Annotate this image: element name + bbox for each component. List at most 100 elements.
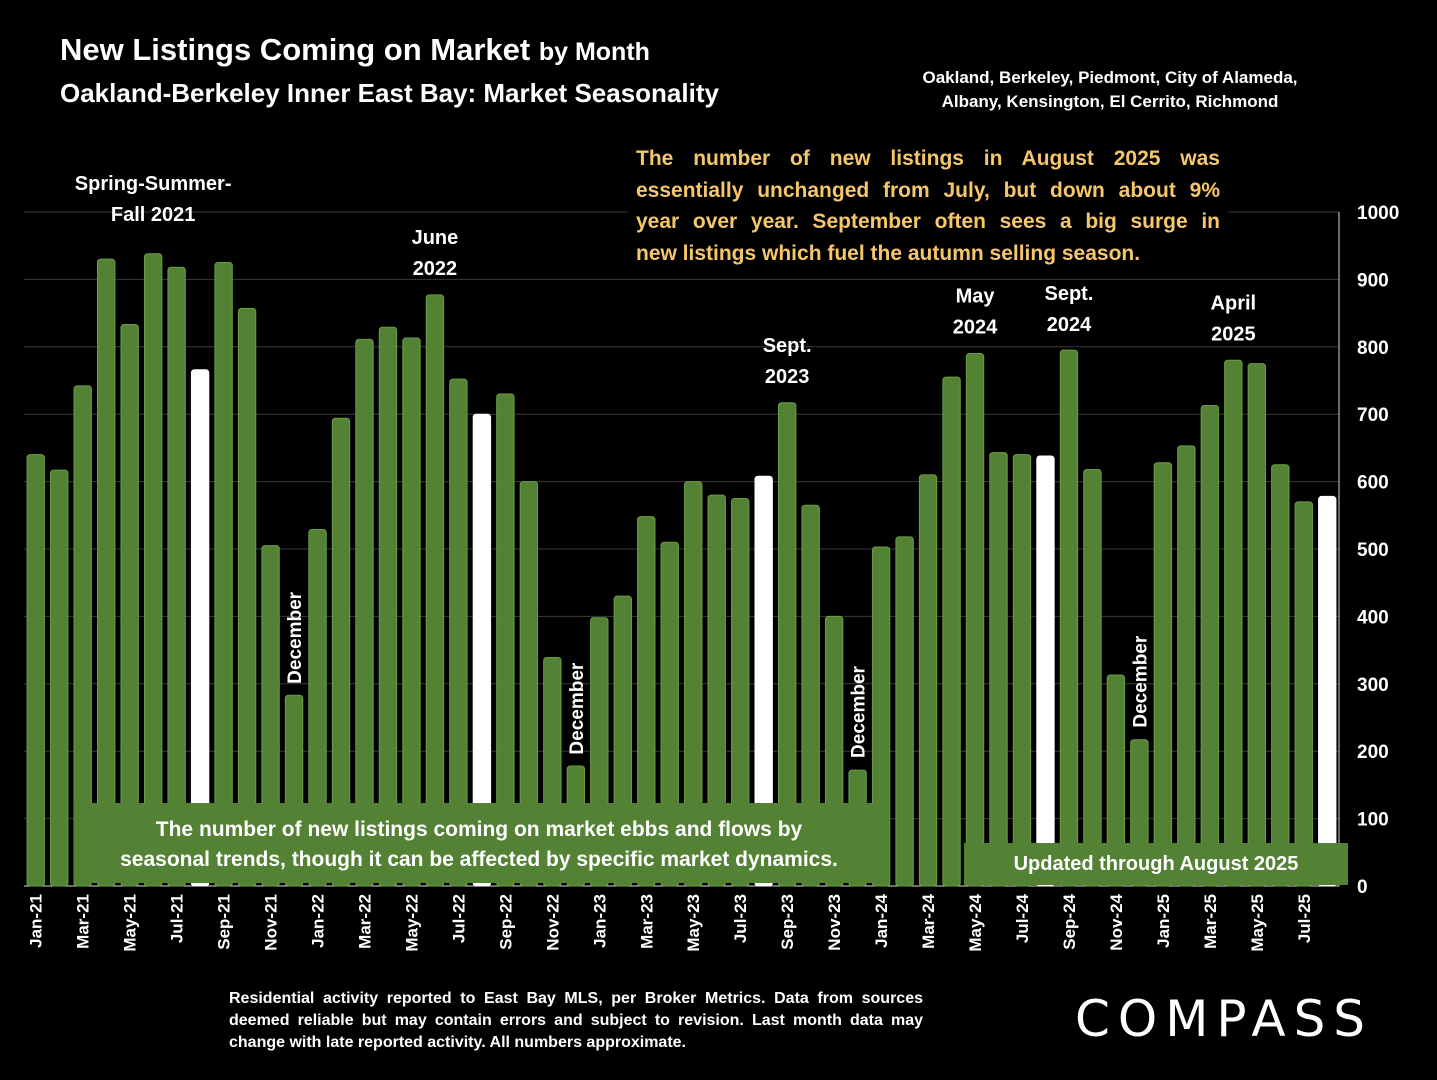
updated-badge: Updated through August 2025: [964, 843, 1348, 885]
chart-title-suffix: by Month: [538, 38, 650, 66]
callout-line-2: essentially unchanged from July, but dow…: [636, 178, 1220, 202]
december-label: December: [849, 665, 870, 757]
bar: [731, 497, 750, 887]
x-tick-label: Mar-24: [919, 893, 938, 948]
x-tick-label: Nov-23: [825, 894, 844, 951]
bar: [1036, 455, 1055, 887]
bar: [942, 376, 961, 887]
bar: [1012, 454, 1032, 887]
region-list: Oakland, Berkeley, Piedmont, City of Ala…: [880, 66, 1340, 114]
bar: [918, 474, 938, 887]
peak-label-line1: Sept.: [763, 335, 812, 357]
bar: [1271, 464, 1290, 887]
annotations: Spring-Summer- Fall 2021 June 2022 Sept. 2023…: [75, 173, 1256, 758]
note-line-2: seasonal trends, though it can be affect…: [120, 848, 838, 871]
callout-line-3: year over year. September often sees a b…: [636, 210, 1220, 233]
peak-label-line2: Fall 2021: [111, 204, 196, 226]
bar: [707, 494, 726, 887]
peak-label-line2: 2025: [1211, 323, 1256, 345]
x-axis: Jan-21 Mar-21 May-21 Jul-21 Sep-21 Nov-21 Jan-…: [27, 893, 1314, 951]
december-label: December: [567, 662, 588, 754]
bar: [989, 452, 1008, 887]
bar: [26, 454, 45, 887]
x-tick-label: Mar-22: [355, 894, 374, 949]
y-tick-label: 500: [1357, 540, 1389, 561]
bar: [1177, 445, 1196, 887]
bar: [1318, 495, 1337, 887]
region-line-1: Oakland, Berkeley, Piedmont, City of Ala…: [922, 68, 1298, 87]
x-tick-label: May-24: [966, 893, 985, 951]
chart-subtitle: Oakland-Berkeley Inner East Bay: Market …: [60, 78, 719, 108]
x-tick-label: Sep-22: [496, 894, 515, 950]
x-tick-label: Mar-21: [74, 894, 93, 949]
x-tick-label: Nov-21: [262, 894, 281, 951]
bar: [684, 481, 703, 887]
y-tick-label: 800: [1357, 338, 1389, 359]
chart-title: New Listings Coming on Market by Month: [60, 32, 650, 68]
bar: [190, 369, 210, 887]
bar: [1153, 462, 1173, 887]
bar: [167, 266, 186, 887]
bar: [378, 326, 398, 887]
bar: [214, 262, 233, 887]
y-tick-label: 100: [1357, 810, 1389, 831]
peak-label-line2: 2023: [765, 366, 810, 388]
x-tick-label: Jan-21: [27, 894, 46, 948]
callout-line-4: new listings which fuel the autumn selli…: [636, 241, 1141, 265]
bar: [1224, 359, 1243, 887]
bar: [871, 546, 891, 887]
note-line-1: The number of new listings coming on mar…: [155, 818, 803, 841]
peak-label-line2: 2024: [953, 317, 998, 339]
bar: [308, 528, 327, 887]
footer-line-3: data may change with late reported activ…: [229, 1012, 923, 1051]
footer-line-2: sources deemed reliable but may contain …: [229, 990, 923, 1029]
x-tick-label: Sep-23: [778, 894, 797, 950]
x-tick-label: Jan-25: [1154, 894, 1173, 948]
december-label: December: [285, 591, 306, 683]
chart-title-main: New Listings Coming on Market: [60, 32, 531, 67]
bar: [1294, 501, 1313, 887]
bar: [143, 253, 163, 887]
x-tick-label: Jul-22: [449, 894, 468, 943]
x-tick-label: Jul-24: [1013, 893, 1032, 943]
bar: [402, 337, 421, 887]
insight-callout: The number of new listings in August 202…: [628, 143, 1228, 269]
peak-label-line2: 2022: [413, 258, 458, 280]
y-tick-label: 200: [1357, 742, 1389, 763]
bar: [331, 417, 351, 887]
bar: [777, 402, 797, 887]
y-tick-label: 300: [1357, 675, 1389, 696]
bar: [637, 516, 656, 887]
x-tick-label: Sep-24: [1060, 893, 1079, 949]
x-tick-label: Jan-23: [590, 894, 609, 948]
bar: [1200, 404, 1220, 887]
bar: [50, 469, 69, 887]
peak-label-line1: June: [412, 227, 459, 249]
bar: [1247, 363, 1267, 887]
y-tick-label: 600: [1357, 473, 1389, 494]
peak-label-line1: April: [1211, 292, 1257, 314]
y-tick-label: 900: [1357, 270, 1389, 291]
bar: [96, 258, 116, 887]
bar: [237, 307, 257, 887]
x-tick-label: Sep-21: [215, 894, 234, 950]
bar: [1106, 674, 1126, 887]
y-tick-label: 0: [1357, 877, 1368, 898]
callout-line-1: The number of new listings in August 202…: [636, 147, 1220, 170]
bar: [120, 324, 139, 887]
peak-label-line1: Sept.: [1045, 283, 1094, 305]
bar: [754, 475, 773, 887]
x-tick-label: Jan-24: [872, 893, 891, 947]
y-tick-label: 1000: [1357, 203, 1399, 224]
x-tick-label: Jul-23: [731, 894, 750, 943]
compass-logo: COMPASS: [1075, 990, 1374, 1048]
x-tick-label: May-22: [402, 894, 421, 952]
bar: [73, 385, 92, 887]
december-label: December: [1130, 635, 1151, 727]
x-tick-label: Mar-25: [1201, 894, 1220, 949]
bar: [496, 393, 515, 887]
bar: [519, 481, 539, 887]
bar: [1083, 468, 1102, 887]
y-tick-label: 400: [1357, 607, 1389, 628]
bar: [355, 338, 374, 887]
